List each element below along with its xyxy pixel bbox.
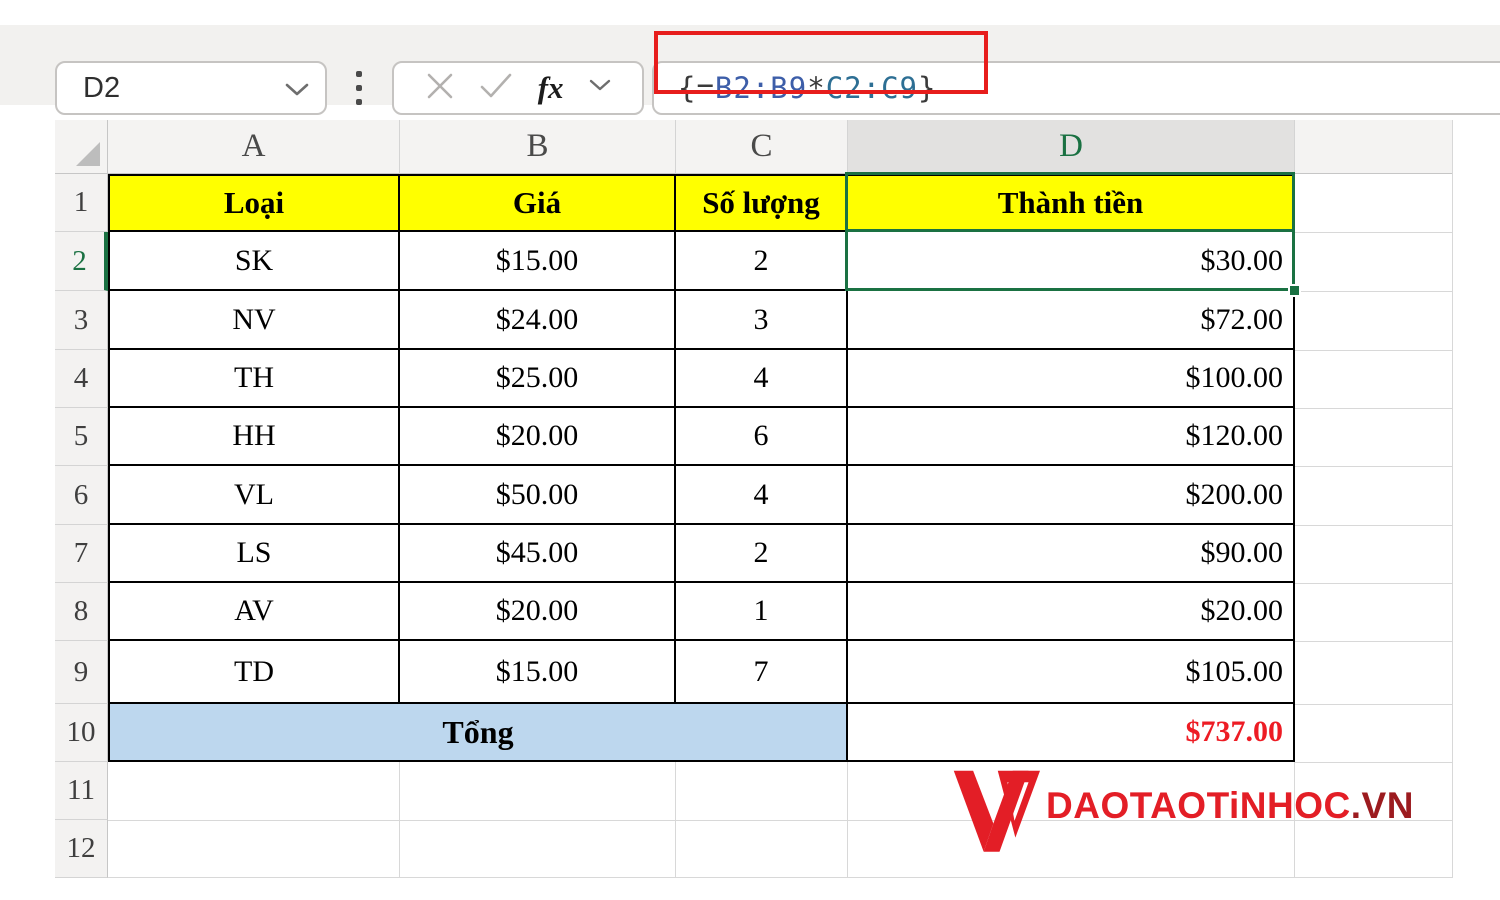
select-all-corner[interactable] <box>55 120 108 174</box>
name-box-value: D2 <box>83 71 121 104</box>
name-box-chevron-icon[interactable] <box>285 72 309 105</box>
formula-bar-drag-dots-icon[interactable] <box>356 71 362 105</box>
cell-a1[interactable]: Loại <box>108 174 400 232</box>
column-header-a[interactable]: A <box>108 120 400 174</box>
row-header-2[interactable]: 2 <box>55 232 108 291</box>
row-header-10[interactable]: 10 <box>55 704 108 762</box>
cell-a5[interactable]: HH <box>108 408 400 466</box>
cell-c2[interactable]: 2 <box>676 232 848 291</box>
formula-text: {=B2:B9*C2:C9} <box>678 71 937 105</box>
cell-d5[interactable]: $120.00 <box>848 408 1295 466</box>
cell-c4[interactable]: 4 <box>676 350 848 408</box>
cell-a7[interactable]: LS <box>108 525 400 583</box>
cell-a4[interactable]: TH <box>108 350 400 408</box>
column-header-b[interactable]: B <box>400 120 676 174</box>
cell-c5[interactable]: 6 <box>676 408 848 466</box>
cell-c3[interactable]: 3 <box>676 291 848 350</box>
row-header-8[interactable]: 8 <box>55 583 108 641</box>
cell-d4[interactable]: $100.00 <box>848 350 1295 408</box>
cancel-icon[interactable] <box>425 71 455 106</box>
cell-d7[interactable]: $90.00 <box>848 525 1295 583</box>
selection-divider <box>848 229 1295 232</box>
cell-a6[interactable]: VL <box>108 466 400 525</box>
cell-a10-total-label[interactable]: Tổng <box>108 704 848 762</box>
brand-logo-mark <box>953 770 1040 852</box>
insert-function-icon[interactable]: fx <box>537 70 564 105</box>
column-header-e-partial[interactable] <box>1295 120 1453 174</box>
cell-d3[interactable]: $72.00 <box>848 291 1295 350</box>
cell-d6[interactable]: $200.00 <box>848 466 1295 525</box>
cell-d10-total-value[interactable]: $737.00 <box>848 704 1295 762</box>
cell-c7[interactable]: 2 <box>676 525 848 583</box>
cell-a9[interactable]: TD <box>108 641 400 704</box>
cell-c1[interactable]: Số lượng <box>676 174 848 232</box>
cell-d2-active[interactable]: $30.00 <box>848 232 1295 291</box>
formula-input[interactable]: {=B2:B9*C2:C9} <box>652 61 1500 115</box>
cell-d8[interactable]: $20.00 <box>848 583 1295 641</box>
row-header-3[interactable]: 3 <box>55 291 108 350</box>
row-header-1[interactable]: 1 <box>55 174 108 232</box>
formula-controls: fx <box>392 61 644 115</box>
cell-b8[interactable]: $20.00 <box>400 583 676 641</box>
row-header-5[interactable]: 5 <box>55 408 108 466</box>
cell-a3[interactable]: NV <box>108 291 400 350</box>
formula-bar: D2 fx {=B2:B9*C2:C9} <box>0 25 1500 115</box>
row-header-7[interactable]: 7 <box>55 525 108 583</box>
row-header-4[interactable]: 4 <box>55 350 108 408</box>
cell-b9[interactable]: $15.00 <box>400 641 676 704</box>
cell-b5[interactable]: $20.00 <box>400 408 676 466</box>
cell-b1[interactable]: Giá <box>400 174 676 232</box>
watermark: DAOTAOTiNHOC.VN <box>952 762 1414 864</box>
formula-bar-chevron-icon[interactable] <box>589 79 611 97</box>
enter-icon[interactable] <box>480 73 512 104</box>
row-header-12[interactable]: 12 <box>55 820 108 878</box>
row-header-6[interactable]: 6 <box>55 466 108 525</box>
cell-d9[interactable]: $105.00 <box>848 641 1295 704</box>
name-box[interactable]: D2 <box>55 61 327 115</box>
brand-logo-text: DAOTAOTiNHOC.VN <box>1046 785 1414 826</box>
cell-a2[interactable]: SK <box>108 232 400 291</box>
cell-c6[interactable]: 4 <box>676 466 848 525</box>
cell-b7[interactable]: $45.00 <box>400 525 676 583</box>
cell-c8[interactable]: 1 <box>676 583 848 641</box>
cell-b4[interactable]: $25.00 <box>400 350 676 408</box>
cell-b2[interactable]: $15.00 <box>400 232 676 291</box>
column-header-c[interactable]: C <box>676 120 848 174</box>
cell-d1[interactable]: Thành tiền <box>848 174 1295 232</box>
column-header-d[interactable]: D <box>848 120 1295 174</box>
fill-handle[interactable] <box>1288 284 1301 297</box>
cell-b6[interactable]: $50.00 <box>400 466 676 525</box>
row-header-9[interactable]: 9 <box>55 641 108 704</box>
row-header-11[interactable]: 11 <box>55 762 108 820</box>
cell-b3[interactable]: $24.00 <box>400 291 676 350</box>
cell-c9[interactable]: 7 <box>676 641 848 704</box>
formula-highlight-annotation <box>654 31 988 94</box>
select-all-triangle-icon <box>76 142 100 166</box>
cell-a8[interactable]: AV <box>108 583 400 641</box>
